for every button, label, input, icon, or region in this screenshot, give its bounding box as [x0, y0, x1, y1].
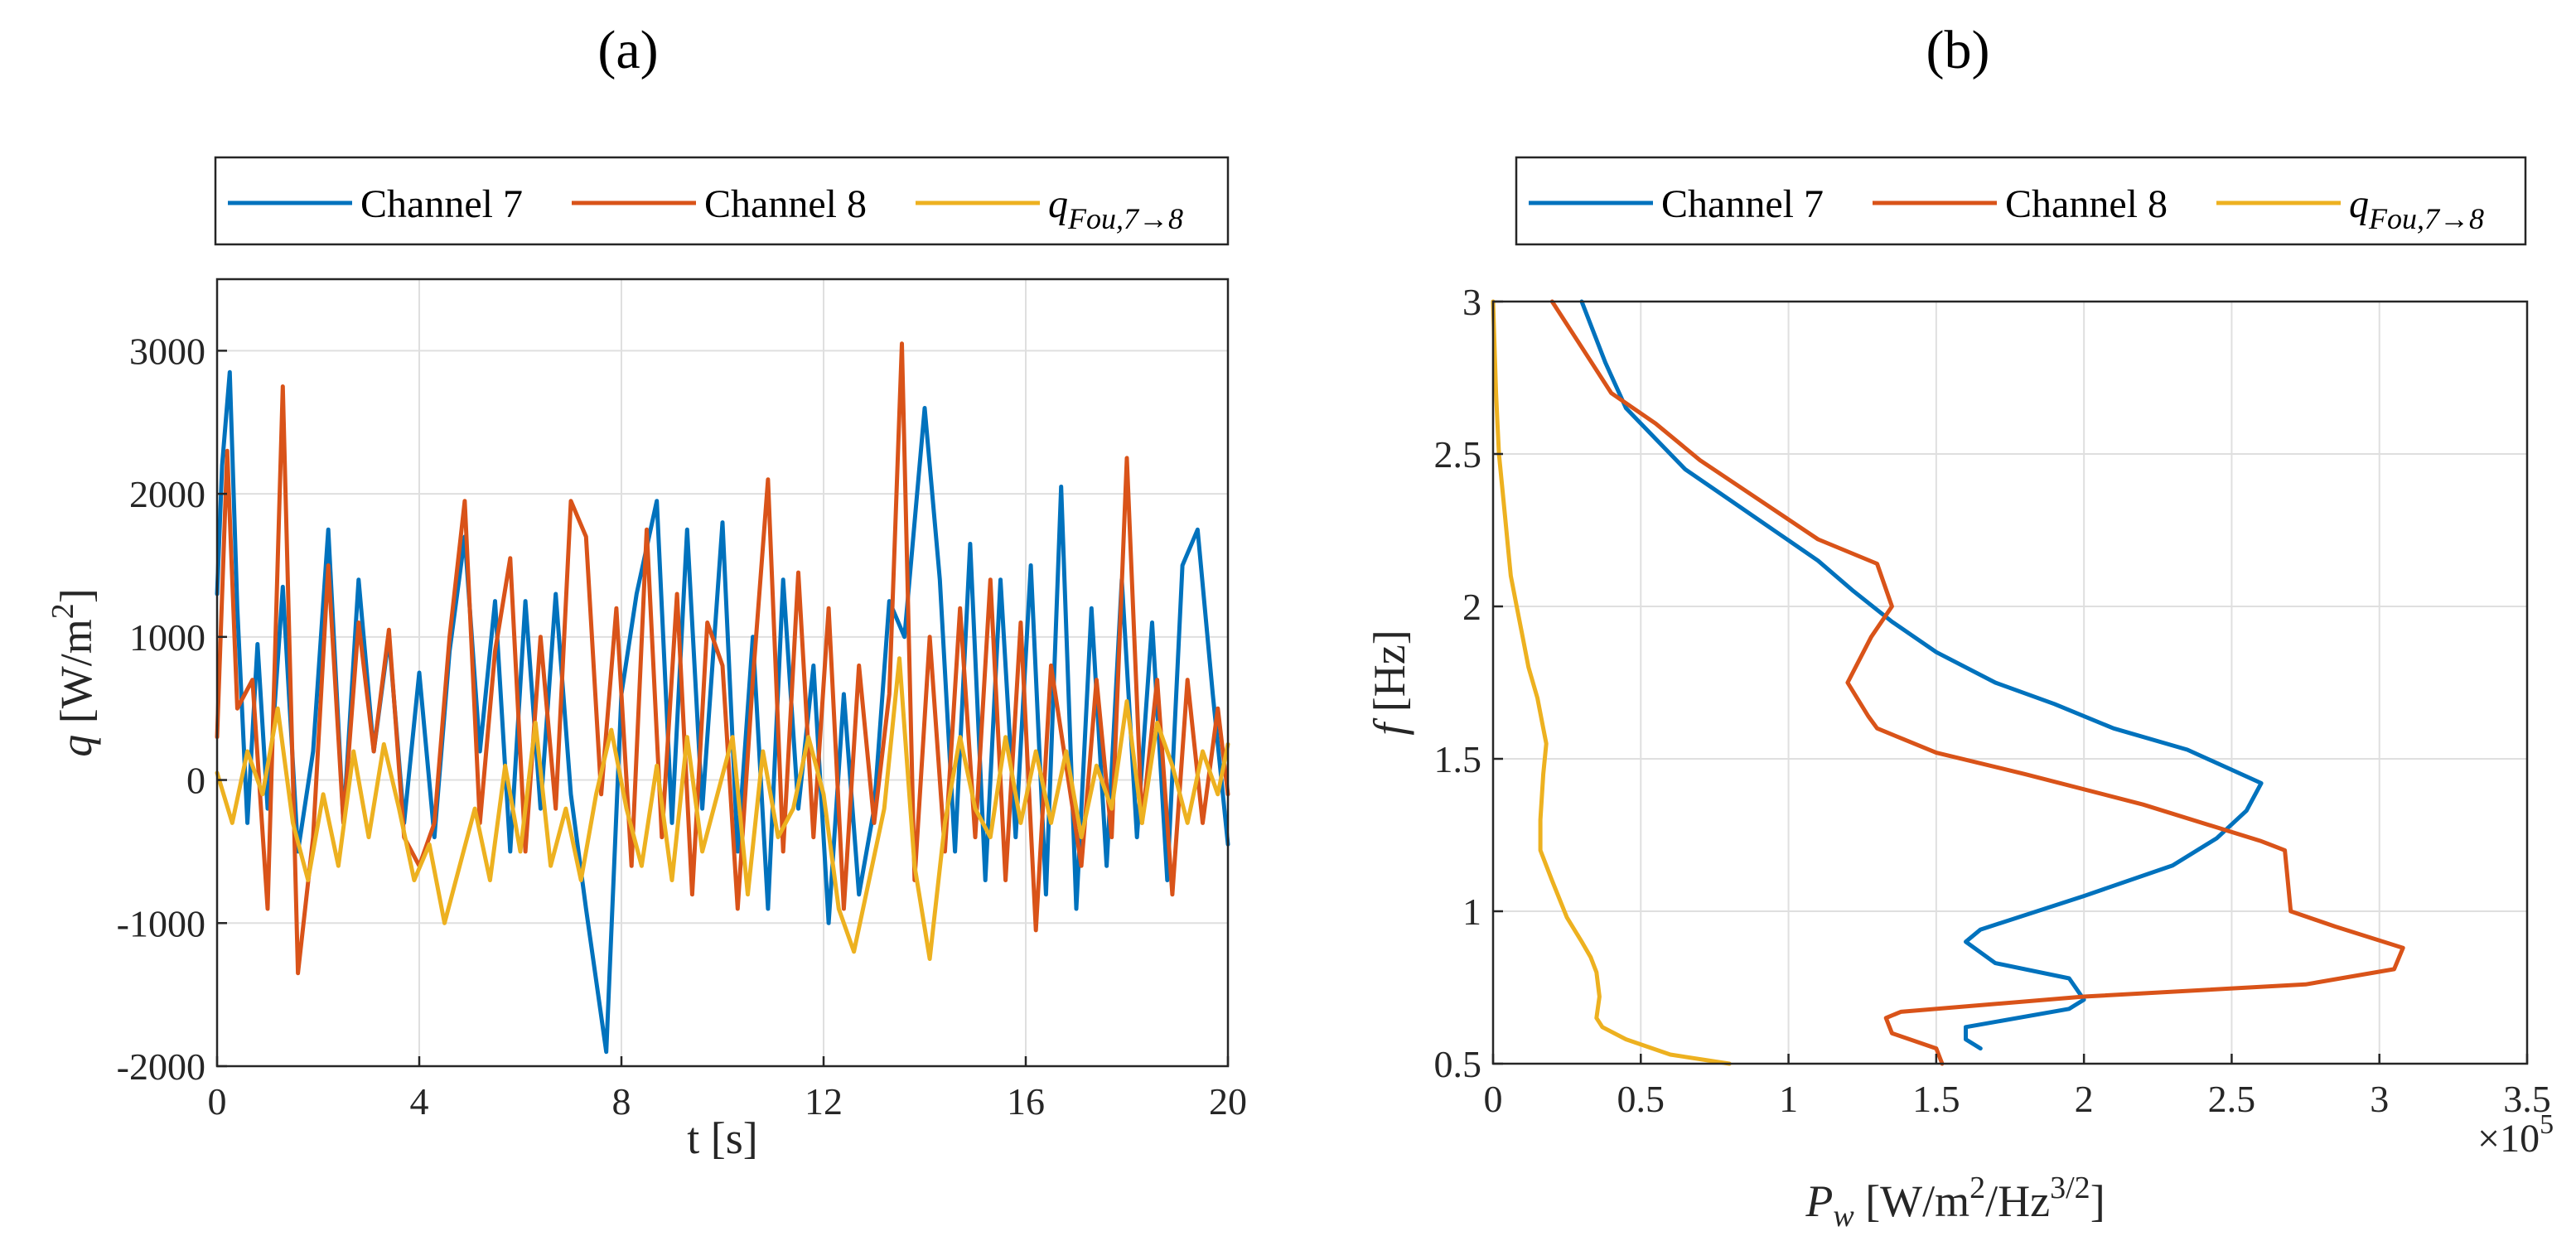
series-line-channel-8	[215, 341, 1230, 976]
series-line-q-fou	[215, 656, 1230, 961]
panel-a-ticks: 0 4 8 12 16 20 -2000 -1000 0 1000 2000 3000	[117, 330, 1247, 1123]
y-tick-label: 1000	[129, 616, 205, 659]
panel-b-title: (b)	[1926, 20, 1990, 80]
panel-a-axes-box	[215, 278, 1230, 1068]
legend-label-channel-8: Channel 8	[2005, 182, 2168, 226]
series-line-channel-8	[1549, 299, 2405, 1066]
legend-label-channel-7: Channel 7	[360, 182, 523, 226]
legend-box	[214, 156, 1230, 246]
panel-a-xlabel: t [s]	[687, 1113, 757, 1163]
x-tick-label: 20	[1209, 1080, 1247, 1123]
x-tick-label: 3.5	[2503, 1078, 2551, 1120]
panel-a-legend: Channel 7 Channel 8 qFou,7→8	[214, 156, 1230, 246]
x-tick-label: 8	[612, 1080, 631, 1123]
y-tick-label: -1000	[117, 902, 205, 944]
y-tick-label: 1	[1462, 891, 1481, 933]
panel-b-ylabel: f [Hz]	[1365, 630, 1414, 735]
x-tick-label: 0.5	[1617, 1078, 1665, 1120]
x-tick-label: 2	[2075, 1078, 2094, 1120]
legend-label-channel-7: Channel 7	[1661, 182, 1824, 226]
x-tick-label: 16	[1007, 1080, 1045, 1123]
panel-b-series	[1491, 299, 2405, 1066]
series-line-q-fou	[1491, 299, 1732, 1066]
panel-b-xlabel: Pw [W/m2/Hz3/2]	[1805, 1171, 2105, 1234]
panel-b-ticks: 0 0.5 1 1.5 2 2.5 3 3.50.511.522.53	[1434, 281, 2551, 1120]
x-tick-label: 0	[208, 1080, 227, 1123]
panel-b-legend: Channel 7 Channel 8 qFou,7→8	[1515, 156, 2527, 246]
panel-b-grid	[1492, 301, 2528, 1065]
x-tick-label: 2.5	[2208, 1078, 2256, 1120]
x-tick-label: 1	[1779, 1078, 1798, 1120]
y-tick-label: 3000	[129, 330, 205, 372]
y-tick-label: 0.5	[1434, 1043, 1482, 1085]
panel-a-title: (a)	[597, 20, 658, 80]
y-tick-label: 1.5	[1434, 738, 1482, 780]
panel-a: (a) Channel 7 Channel 8 qFou,7→8 0 4 8 12 16…	[46, 20, 1247, 1163]
y-tick-label: 3	[1462, 281, 1481, 323]
series-line-channel-7	[1579, 299, 2264, 1051]
x-tick-label: 4	[410, 1080, 429, 1123]
panel-b-axes-box	[1491, 300, 2529, 1065]
legend-label-channel-8: Channel 8	[704, 182, 867, 226]
y-tick-label: 2000	[129, 473, 205, 515]
y-tick-label: 0	[186, 760, 205, 802]
panel-a-series	[215, 341, 1230, 1055]
x-tick-label: 12	[805, 1080, 843, 1123]
x-tick-label: 1.5	[1912, 1078, 1960, 1120]
panel-b-x-multiplier: ×105	[2477, 1109, 2554, 1161]
panel-b: (b) Channel 7 Channel 8 qFou,7→8 0 0.5 1 1.…	[1365, 20, 2554, 1234]
y-tick-label: 2	[1462, 586, 1481, 628]
legend-box	[1515, 156, 2527, 246]
panel-a-ylabel: q [W/m2]	[46, 588, 101, 756]
legend-label-q-fou: qFou,7→8	[2349, 182, 2484, 235]
x-tick-label: 0	[1484, 1078, 1503, 1120]
x-tick-label: 3	[2370, 1078, 2389, 1120]
y-tick-label: 2.5	[1434, 433, 1482, 476]
y-tick-label: -2000	[117, 1045, 205, 1088]
legend-label-q-fou: qFou,7→8	[1048, 182, 1183, 235]
